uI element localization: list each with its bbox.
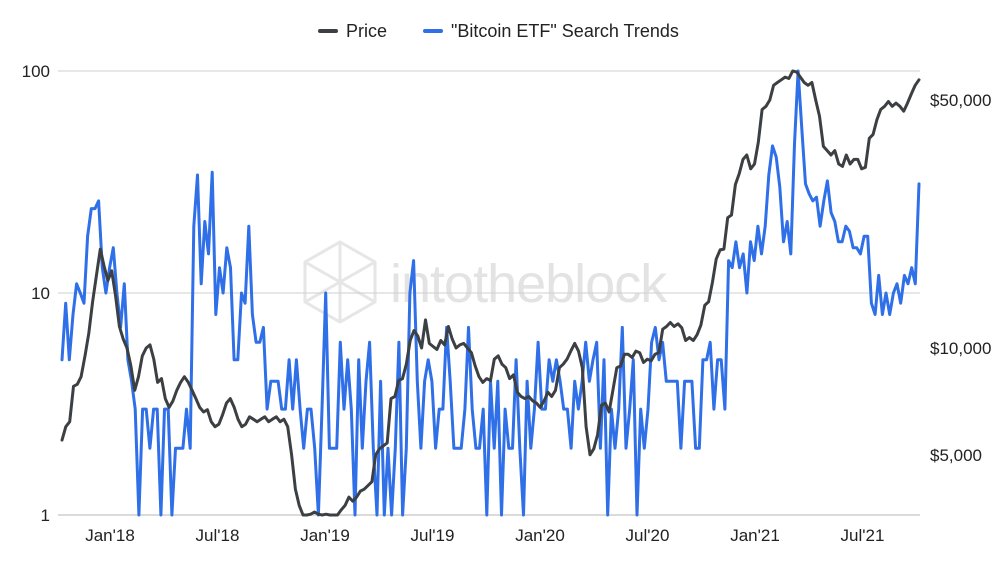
left-tick-label: 10: [31, 284, 50, 303]
right-tick-label: $5,000: [930, 446, 982, 465]
x-tick-label: Jan'21: [730, 526, 780, 545]
plot-area: [60, 69, 921, 517]
grid: [58, 70, 920, 516]
legend: Price "Bitcoin ETF" Search Trends: [318, 21, 679, 41]
x-tick-label: Jan'19: [300, 526, 350, 545]
axes: 1 10 100 $5,000 $10,000 $50,000 Jan'18 Jul'18 Ja…: [22, 62, 992, 545]
x-tick-label: Jul'20: [626, 526, 670, 545]
x-tick-label: Jul'18: [196, 526, 240, 545]
x-tick-label: Jan'20: [515, 526, 565, 545]
watermark-text: intotheblock: [390, 254, 668, 314]
price-series-line: [60, 69, 921, 517]
watermark: intotheblock: [303, 240, 669, 324]
left-tick-label: 1: [41, 506, 50, 525]
right-tick-label: $10,000: [930, 339, 991, 358]
legend-price-label: Price: [346, 21, 387, 41]
x-tick-label: Jan'18: [85, 526, 135, 545]
x-tick-label: Jul'19: [411, 526, 455, 545]
legend-search-trends-label: "Bitcoin ETF" Search Trends: [451, 21, 679, 41]
left-tick-label: 100: [22, 62, 50, 81]
x-tick-label: Jul'21: [841, 526, 885, 545]
watermark-logo-icon: [303, 240, 377, 324]
right-tick-label: $50,000: [930, 91, 991, 110]
